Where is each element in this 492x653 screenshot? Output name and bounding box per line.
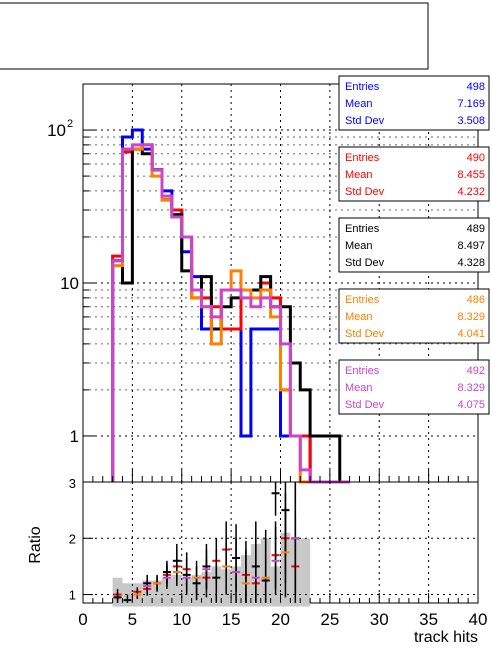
x-tick-label: 40	[469, 610, 488, 629]
upper-series	[111, 128, 350, 484]
x-tick-label: 20	[271, 610, 290, 629]
stats-label: Mean	[345, 311, 373, 323]
ratio-axis-label: Ratio	[27, 526, 44, 563]
stats-box	[338, 146, 490, 202]
stats-value: 8.455	[457, 169, 485, 181]
stats-label: Std Dev	[345, 186, 385, 198]
lower-grid	[83, 482, 478, 603]
stats-label: Entries	[345, 81, 380, 93]
stats-value: 4.328	[457, 257, 485, 269]
stats-label: Entries	[345, 365, 380, 377]
stats-box	[338, 288, 490, 344]
y-tick-label: 10	[60, 274, 79, 293]
stats-value: 8.329	[457, 382, 485, 394]
stats-label: Entries	[345, 152, 380, 164]
ratio-band-bin	[300, 538, 311, 607]
stats-box	[338, 217, 490, 273]
x-tick-label: 0	[78, 610, 87, 629]
stats-label: Mean	[345, 240, 373, 252]
stats-label: Std Dev	[345, 399, 385, 411]
stats-box	[338, 75, 490, 131]
stats-value: 492	[467, 365, 485, 377]
ratio-band-bin	[152, 580, 162, 607]
x-axis-label: track hits	[414, 629, 478, 646]
y-tick-superscript: 2	[67, 118, 73, 130]
stats-value: 4.232	[457, 186, 485, 198]
ratio-band-bin	[171, 574, 182, 607]
ratio-band-bin	[162, 577, 172, 607]
y-tick-label: 10	[47, 121, 66, 140]
stats-label: Std Dev	[345, 328, 385, 340]
stats-value: 489	[467, 223, 485, 235]
stats-value: 490	[467, 152, 485, 164]
stats-box	[338, 359, 490, 415]
lower-ticks: 0 5 10 15 20 25 30 35 40 1 2 3	[69, 476, 488, 629]
stats-value: 8.497	[457, 240, 485, 252]
stats-label: Std Dev	[345, 257, 385, 269]
ratio-points	[113, 482, 300, 603]
y-tick-label: 1	[70, 427, 79, 446]
stats-label: Std Dev	[345, 115, 385, 127]
stats-value: 4.041	[457, 328, 485, 340]
x-tick-label: 25	[320, 610, 339, 629]
histogram-series-4	[111, 143, 350, 484]
x-tick-label: 30	[370, 610, 389, 629]
stats-value: 4.075	[457, 399, 485, 411]
y-tick-label: 2	[69, 531, 76, 546]
stats-value: 498	[467, 81, 485, 93]
y-tick-label: 1	[69, 588, 76, 603]
y-tick-label: 3	[69, 476, 76, 491]
stats-value: 486	[467, 294, 485, 306]
x-tick-label: 35	[419, 610, 438, 629]
x-tick-label: 15	[222, 610, 241, 629]
stats-label: Entries	[345, 294, 380, 306]
lower-panel: 0 5 10 15 20 25 30 35 40 1 2 3	[69, 476, 488, 629]
stats-label: Entries	[345, 223, 380, 235]
stats-label: Mean	[345, 382, 373, 394]
stats-value: 7.169	[457, 98, 485, 110]
stats-value: 3.508	[457, 115, 485, 127]
stats-label: Mean	[345, 169, 373, 181]
x-tick-label: 5	[128, 610, 137, 629]
title-box	[0, 2, 429, 70]
x-tick-label: 10	[172, 610, 191, 629]
stat-boxes: Entries 498 Mean 7.169 Std Dev 3.508 Entries 49…	[338, 75, 490, 415]
stats-value: 8.329	[457, 311, 485, 323]
stats-label: Mean	[345, 98, 373, 110]
